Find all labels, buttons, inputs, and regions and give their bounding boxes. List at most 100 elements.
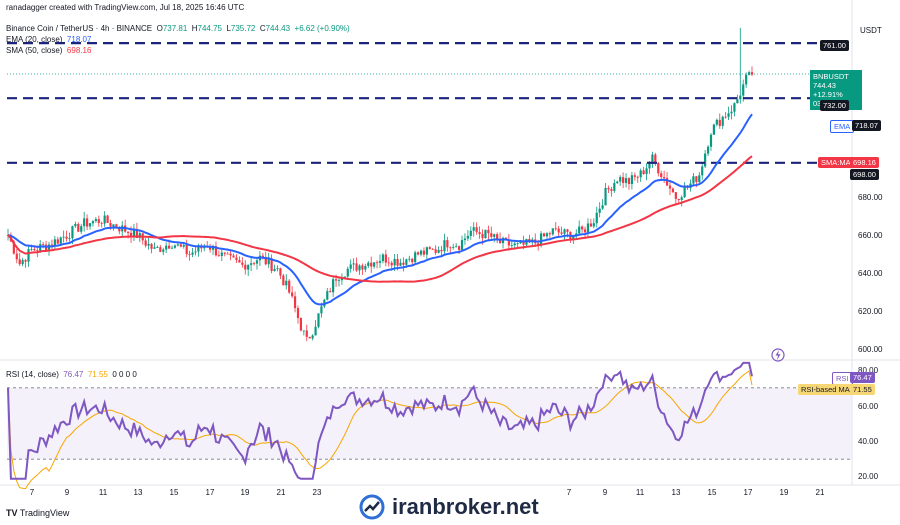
price-box-change: +12.91% — [813, 90, 843, 99]
candle-body — [595, 212, 598, 224]
candle-body — [604, 187, 607, 206]
ema-legend[interactable]: EMA (20, close) 718.07 — [6, 35, 91, 44]
rsi-legend[interactable]: RSI (14, close) 76.47 71.55 0 0 0 0 — [6, 370, 137, 379]
candle-body — [302, 330, 305, 332]
candle-body — [624, 178, 628, 183]
ema-tag-value: 718.07 — [852, 120, 881, 131]
candle-body — [241, 262, 244, 265]
candle-body — [671, 188, 675, 193]
candle-body — [358, 265, 361, 271]
candle-body — [698, 175, 701, 183]
candle-body — [299, 318, 303, 331]
candle-body — [393, 258, 396, 266]
candle-body — [36, 250, 39, 252]
candle-body — [282, 275, 285, 286]
ohlc-close-label: C — [259, 24, 266, 33]
candle-body — [507, 239, 510, 246]
candle-body — [399, 262, 402, 266]
x-tick: 17 — [743, 488, 753, 497]
candle-body — [680, 197, 683, 201]
candle-body — [334, 279, 338, 281]
candle-body — [425, 247, 428, 255]
price-box-ticker: BNBUSDT — [813, 72, 849, 81]
rsi-line — [7, 361, 753, 480]
candle-body — [516, 243, 519, 244]
candle-body — [170, 247, 174, 249]
candle-body — [77, 223, 80, 232]
candle-body — [452, 247, 455, 248]
candle-body — [639, 170, 642, 178]
candle-body — [428, 247, 431, 249]
candle-body — [701, 166, 704, 176]
candle-body — [405, 259, 408, 265]
rsi-y-tick: 40.00 — [858, 437, 879, 446]
candle-body — [109, 222, 112, 227]
iranbroker-logo-icon — [359, 494, 385, 520]
candle-body — [484, 229, 487, 239]
candle-body — [220, 252, 223, 256]
candle-body — [355, 263, 358, 271]
candle-body — [156, 247, 159, 248]
candle-body — [65, 236, 68, 239]
candle-body — [129, 232, 133, 238]
symbol-header: Binance Coin / TetherUS · 4h · BINANCE O… — [6, 24, 350, 33]
candle-body — [229, 253, 232, 256]
candle-body — [370, 262, 373, 267]
candle-body — [463, 238, 467, 241]
candle-body — [132, 228, 136, 238]
level-698-tag: 698.00 — [850, 169, 879, 180]
candle-body — [191, 252, 194, 255]
tradingview-logo[interactable]: TV TradingView — [6, 508, 69, 518]
y-tick: 600.00 — [858, 345, 883, 354]
candle-body — [255, 260, 259, 264]
candle-body — [91, 221, 95, 224]
candle-body — [446, 240, 449, 248]
candle-body — [214, 246, 218, 256]
candle-body — [733, 103, 736, 112]
candle-body — [665, 178, 669, 186]
candle-body — [440, 249, 443, 252]
candle-body — [730, 111, 733, 114]
candle-body — [683, 187, 686, 198]
candle-body — [589, 223, 592, 227]
candle-body — [273, 268, 276, 272]
candle-body — [402, 262, 405, 265]
candle-body — [607, 187, 610, 190]
last-price-box: BNBUSDT 744.43 +12.91% 03:13:39 — [810, 70, 862, 110]
ohlc-low-label: L — [226, 24, 231, 33]
ohlc-high-value: 744.75 — [197, 24, 222, 33]
candle-body — [498, 238, 502, 244]
candle-body — [431, 248, 434, 250]
candle-body — [481, 233, 484, 239]
candle-body — [457, 246, 461, 250]
candle-body — [381, 254, 385, 262]
candle-body — [739, 95, 742, 100]
ema-legend-label: EMA (20, close) — [6, 35, 63, 44]
candle-body — [449, 247, 452, 249]
sma-legend[interactable]: SMA (50, close) 698.16 — [6, 46, 91, 55]
symbol-name[interactable]: Binance Coin / TetherUS · 4h · BINANCE — [6, 24, 153, 33]
x-tick: 15 — [169, 488, 179, 497]
rsi-tag-value: 76.47 — [850, 372, 875, 383]
candle-body — [144, 240, 147, 246]
sma-tag-value: 698.16 — [850, 157, 879, 168]
currency-label: USDT — [860, 26, 882, 35]
candle-body — [387, 262, 390, 264]
candle-body — [291, 292, 294, 297]
candle-body — [279, 268, 282, 276]
candle-body — [185, 245, 188, 255]
candle-body — [704, 153, 707, 167]
candle-body — [510, 245, 513, 246]
candle-body — [276, 268, 279, 270]
candle-body — [674, 192, 677, 199]
candle-body — [560, 232, 563, 234]
sma-tag-label: SMA:MA — [818, 157, 854, 168]
candle-body — [150, 243, 153, 249]
x-tick: 19 — [779, 488, 789, 497]
chart-credit: ranadagger created with TradingView.com,… — [6, 3, 245, 12]
candle-body — [367, 262, 370, 267]
candle-body — [727, 113, 730, 117]
alert-zap-icon[interactable] — [771, 348, 785, 362]
candle-body — [252, 263, 256, 265]
